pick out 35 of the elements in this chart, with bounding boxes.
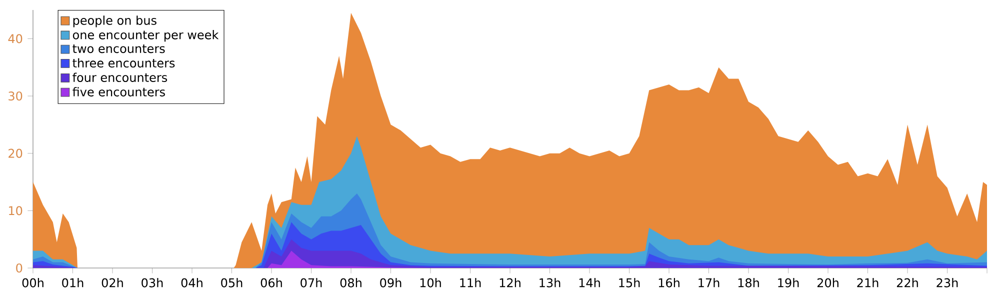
x-tick-label: 14h — [579, 278, 600, 288]
y-tick-label: 20 — [8, 148, 22, 158]
legend-label: people on bus — [73, 16, 156, 28]
x-tick-label: 20h — [817, 278, 838, 288]
y-tick-label: 10 — [9, 206, 22, 216]
legend-label: one encounter per week — [72, 30, 219, 42]
legend-label: five encounters — [72, 87, 165, 96]
x-tick-label: 08h — [340, 278, 362, 288]
x-tick-label: 06h — [260, 278, 282, 288]
y-tick-label: 0 — [16, 263, 22, 273]
y-tick-label: 40 — [8, 34, 22, 44]
x-tick-label: 22h — [896, 278, 918, 288]
legend-label: three encounters — [72, 58, 175, 68]
x-tick-label: 10h — [420, 278, 441, 288]
x-tick-label: 15h — [619, 278, 640, 288]
x-tick-label: 02h — [102, 278, 123, 288]
x-tick-label: 13h — [540, 278, 560, 288]
x-tick-label: 04h — [181, 278, 202, 288]
legend-label: four encounters — [72, 72, 168, 82]
x-tick-label: 07h — [300, 278, 322, 288]
x-tick-label: 03h — [142, 278, 163, 288]
x-tick-label: 17h — [698, 278, 720, 288]
x-tick-label: 19h — [778, 278, 799, 288]
x-tick-label: 05h — [221, 278, 242, 288]
x-tick-label: 11h — [460, 278, 481, 288]
y-tick-label: 30 — [8, 91, 22, 101]
legend-label: two encounters — [72, 44, 165, 54]
x-tick-label: 00h — [22, 278, 44, 288]
x-tick-label: 01h — [62, 278, 84, 288]
x-tick-label: 23h — [936, 278, 958, 288]
x-tick-label: 12h — [500, 278, 520, 288]
x-tick-label: 16h — [658, 278, 680, 288]
x-tick-label: 09h — [380, 278, 402, 288]
x-tick-label: 21h — [857, 278, 878, 288]
x-tick-label: 18h — [738, 278, 759, 288]
